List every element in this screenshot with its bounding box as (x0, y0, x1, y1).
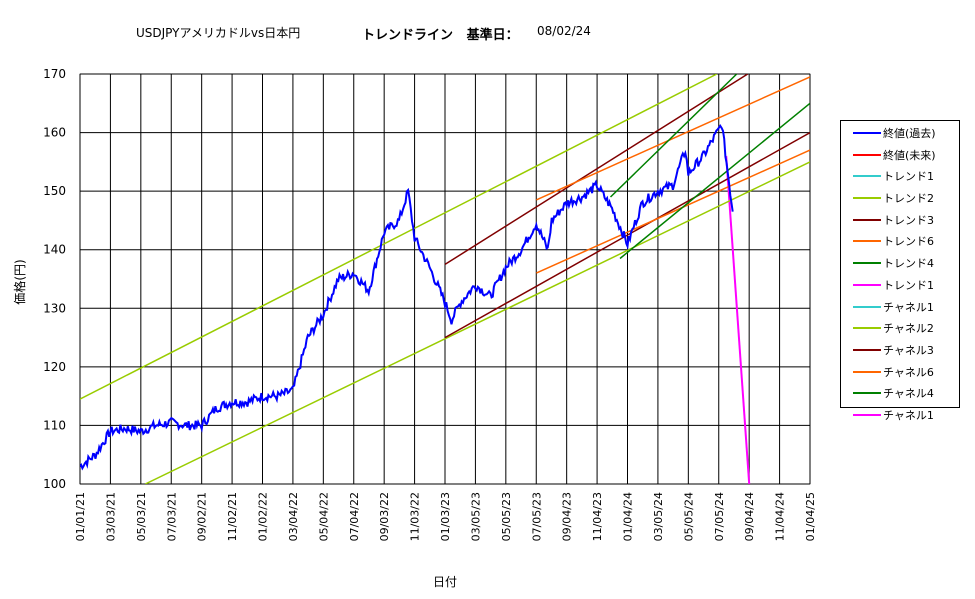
legend-swatch (853, 348, 881, 351)
y-tick-label: 150 (43, 184, 66, 198)
legend-item: トレンド6 (841, 231, 959, 253)
series-line (444, 131, 810, 339)
x-tick-label: 11/02/21 (226, 492, 239, 541)
x-tick-label: 07/03/21 (165, 492, 178, 541)
legend-item: チャネル1 (841, 297, 959, 319)
legend-swatch (853, 197, 881, 200)
legend-item: トレンド3 (841, 210, 959, 232)
legend-label: チャネル1 (883, 300, 934, 314)
x-tick-label: 03/04/22 (287, 492, 300, 541)
legend-label: チャネル4 (883, 387, 934, 401)
series-line (725, 155, 751, 484)
legend-swatch (853, 327, 881, 330)
series-line (535, 76, 810, 201)
series-line (444, 74, 749, 266)
mode-label: トレンドライン (362, 28, 454, 43)
y-axis-label: 価格(円) (12, 259, 27, 304)
legend-item: トレンド1 (841, 166, 959, 188)
legend-swatch (853, 262, 881, 265)
x-tick-label: 09/04/23 (561, 492, 574, 541)
chart-mode: トレンドライン 基準日： (362, 24, 519, 43)
x-tick-label: 09/02/21 (196, 492, 209, 541)
legend-item: 終値(過去) (841, 123, 959, 145)
legend-item: チャネル2 (841, 318, 959, 340)
y-tick-label: 160 (43, 126, 66, 140)
series-layer (80, 74, 810, 484)
y-tick-label: 110 (43, 418, 66, 432)
x-tick-label: 07/05/23 (530, 492, 543, 541)
x-tick-label: 11/04/24 (774, 492, 787, 541)
legend-label: トレンド3 (883, 213, 934, 227)
x-tick-label: 09/04/24 (743, 492, 756, 541)
legend-swatch (853, 283, 881, 286)
x-tick-label: 01/02/22 (257, 492, 270, 541)
legend-item: チャネル1 (841, 405, 959, 427)
base-label: 基準日： (466, 28, 519, 43)
legend: 終値(過去) 終値(未来) トレンド1 トレンド2 トレンド3 トレンド6 トレンド4 トレン… (840, 120, 960, 422)
legend-swatch (853, 132, 881, 134)
legend-label: 終値(過去) (883, 127, 936, 140)
legend-label: トレンド1 (883, 170, 934, 184)
x-tick-label: 05/03/21 (135, 492, 148, 541)
legend-label: チャネル2 (883, 322, 934, 336)
x-tick-label: 09/03/22 (378, 492, 391, 541)
legend-item: トレンド2 (841, 188, 959, 210)
chart-title: USDJPYアメリカドルvs日本円 (136, 26, 301, 40)
series-line (609, 74, 738, 198)
y-tick-label: 170 (43, 67, 66, 81)
legend-item: チャネル4 (841, 383, 959, 405)
x-tick-label: 07/05/24 (713, 492, 726, 541)
legend-label: トレンド4 (883, 257, 934, 271)
legend-label: トレンド2 (883, 192, 934, 206)
legend-label: トレンド1 (883, 278, 934, 292)
series-line (80, 74, 718, 400)
base-date: 08/02/24 (537, 24, 591, 38)
x-tick-label: 01/03/23 (439, 492, 452, 541)
x-axis-label: 日付 (433, 575, 457, 589)
x-tick-label: 01/01/21 (74, 492, 87, 541)
series-line (535, 149, 810, 274)
series-line (80, 123, 734, 471)
legend-item: 終値(未来) (841, 145, 959, 167)
legend-swatch (853, 175, 881, 178)
x-tick-label: 05/05/23 (500, 492, 513, 541)
grid-lines (79, 73, 811, 485)
legend-swatch (853, 392, 881, 395)
y-tick-label: 140 (43, 243, 66, 257)
y-tick-labels: 100 110 120 130 140 150 160 170 (43, 67, 66, 491)
legend-swatch (853, 370, 881, 373)
x-tick-label: 11/04/23 (591, 492, 604, 541)
x-tick-label: 07/04/22 (348, 492, 361, 541)
legend-item: トレンド4 (841, 253, 959, 275)
legend-label: チャネル1 (883, 408, 934, 422)
x-tick-label: 01/04/25 (804, 492, 817, 541)
legend-swatch (853, 218, 881, 221)
y-tick-label: 100 (43, 477, 66, 491)
legend-label: チャネル3 (883, 343, 934, 357)
legend-swatch (853, 153, 881, 156)
legend-swatch (853, 413, 881, 416)
legend-swatch (853, 305, 881, 308)
legend-swatch (853, 240, 881, 243)
x-tick-label: 03/03/21 (104, 492, 117, 541)
x-tick-label: 03/05/23 (469, 492, 482, 541)
y-tick-label: 130 (43, 301, 66, 315)
legend-label: チャネル6 (883, 365, 934, 379)
x-tick-label: 03/05/24 (652, 492, 665, 541)
legend-item: チャネル6 (841, 362, 959, 384)
y-tick-label: 120 (43, 360, 66, 374)
x-tick-label: 05/05/24 (682, 492, 695, 541)
x-tick-label: 01/04/24 (622, 492, 635, 541)
legend-label: トレンド6 (883, 235, 934, 249)
series-line (619, 102, 810, 260)
legend-item: トレンド1 (841, 275, 959, 297)
x-tick-labels: 01/01/21 03/03/21 05/03/21 07/03/21 09/02/21… (74, 492, 817, 541)
series-line (144, 161, 810, 484)
x-tick-label: 05/04/22 (317, 492, 330, 541)
legend-label: 終値(未来) (883, 148, 936, 162)
legend-item: チャネル3 (841, 340, 959, 362)
x-tick-label: 11/03/22 (409, 492, 422, 541)
